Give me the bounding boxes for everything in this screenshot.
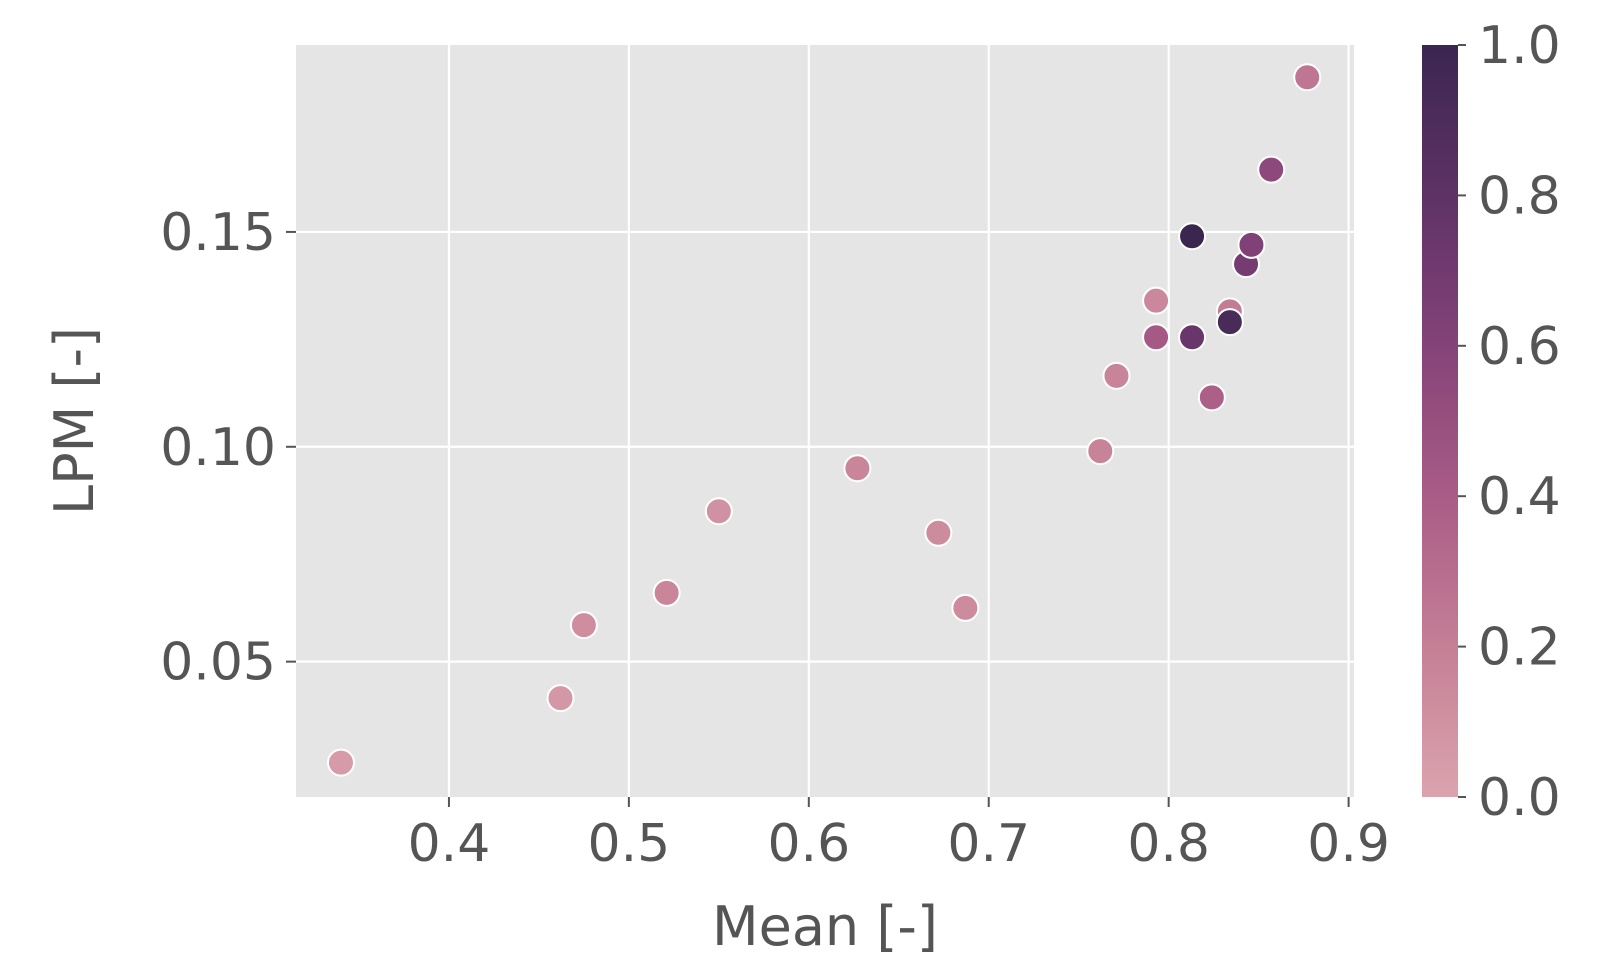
data-point xyxy=(1293,63,1322,92)
colorbar-tick-label: 0.4 xyxy=(1478,467,1561,527)
data-point xyxy=(1197,383,1226,412)
data-point xyxy=(843,454,872,483)
y-axis-ticks: 0.05 0.10 0.15 xyxy=(160,203,296,693)
grid-lines xyxy=(296,45,1354,797)
data-point xyxy=(569,611,598,640)
data-point xyxy=(1178,222,1207,251)
colorbar-tick-label: 0.8 xyxy=(1478,166,1561,226)
data-point xyxy=(326,748,355,777)
data-point xyxy=(1142,286,1171,315)
colorbar-tick-label: 0.0 xyxy=(1478,768,1561,828)
colorbar-ticks: 0.0 0.2 0.4 0.6 0.8 1.0 xyxy=(1458,16,1561,828)
data-point xyxy=(652,578,681,607)
colorbar xyxy=(1422,45,1458,797)
data-point xyxy=(1215,308,1244,337)
x-tick-label: 0.6 xyxy=(767,814,850,874)
x-tick-label: 0.7 xyxy=(947,814,1030,874)
x-tick-label: 0.5 xyxy=(588,814,671,874)
colorbar-tick-label: 0.2 xyxy=(1478,618,1561,678)
data-point xyxy=(1178,323,1207,352)
colorbar-tick-label: 1.0 xyxy=(1478,16,1561,76)
plot-background xyxy=(296,45,1354,797)
data-point xyxy=(1237,230,1266,259)
data-point xyxy=(1102,361,1131,390)
x-tick-label: 0.4 xyxy=(408,814,491,874)
data-point xyxy=(924,518,953,547)
x-tick-label: 0.9 xyxy=(1307,814,1390,874)
y-axis-label: LPM [-] xyxy=(43,327,106,515)
x-axis-label: Mean [-] xyxy=(712,895,938,958)
y-tick-label: 0.15 xyxy=(160,203,276,263)
x-tick-label: 0.8 xyxy=(1127,814,1210,874)
data-points xyxy=(326,63,1322,777)
data-point xyxy=(1142,323,1171,352)
y-tick-label: 0.10 xyxy=(160,418,276,478)
data-point xyxy=(704,497,733,526)
data-point xyxy=(1086,437,1115,466)
colorbar-tick-label: 0.6 xyxy=(1478,317,1561,377)
x-axis-ticks: 0.4 0.5 0.6 0.7 0.8 0.9 xyxy=(408,797,1390,874)
data-point xyxy=(546,684,575,713)
data-point xyxy=(1257,155,1286,184)
data-point xyxy=(951,593,980,622)
y-tick-label: 0.05 xyxy=(160,633,276,693)
